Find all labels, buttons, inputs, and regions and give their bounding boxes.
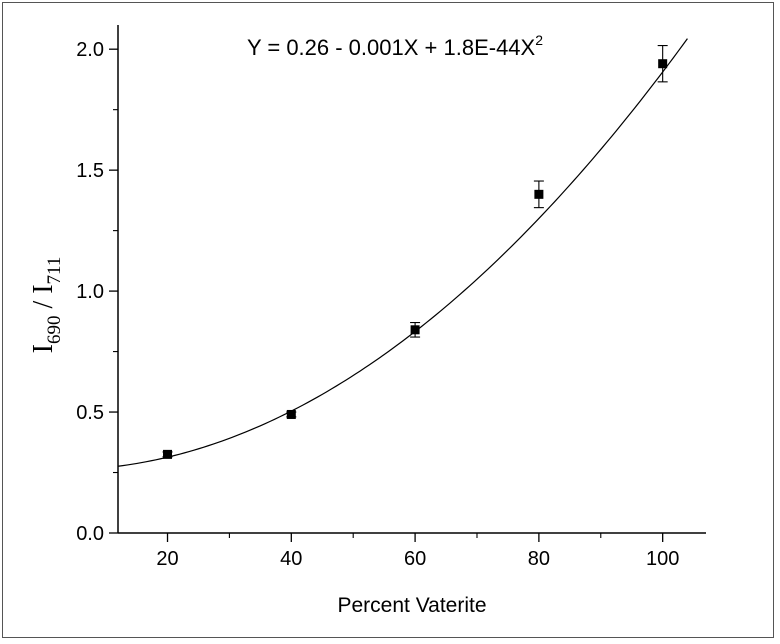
y-tick-label: 1.0 [76, 281, 104, 303]
fit-equation: Y = 0.26 - 0.001X + 1.8E-44X2 [247, 32, 543, 60]
fit-curve-layer [117, 38, 688, 467]
fit-curve [117, 38, 688, 467]
x-tick-label: 40 [280, 548, 302, 570]
data-point [534, 189, 544, 199]
data-point [410, 325, 420, 335]
data-point [658, 59, 668, 69]
y-axis-title: I690 / I711 [28, 257, 65, 354]
x-tick-label: 80 [528, 548, 550, 570]
y-tick-label: 2.0 [76, 39, 104, 61]
data-point [286, 409, 296, 419]
chart-frame [2, 2, 774, 638]
y-tick-label: 1.5 [76, 160, 104, 182]
axes [109, 25, 706, 542]
x-tick-label: 20 [156, 548, 178, 570]
tick-labels-layer: 20 40 60 80 100 0.0 0.5 1.0 1.5 2.0 [76, 39, 679, 570]
x-tick-label: 100 [646, 548, 679, 570]
data-points-layer [162, 45, 668, 459]
x-tick-label: 60 [404, 548, 426, 570]
data-point [163, 449, 173, 459]
x-axis-title: Percent Vaterite [337, 594, 486, 617]
y-tick-label: 0.5 [76, 402, 104, 424]
equation-exponent: 2 [535, 32, 543, 48]
y-tick-label: 0.0 [76, 523, 104, 545]
